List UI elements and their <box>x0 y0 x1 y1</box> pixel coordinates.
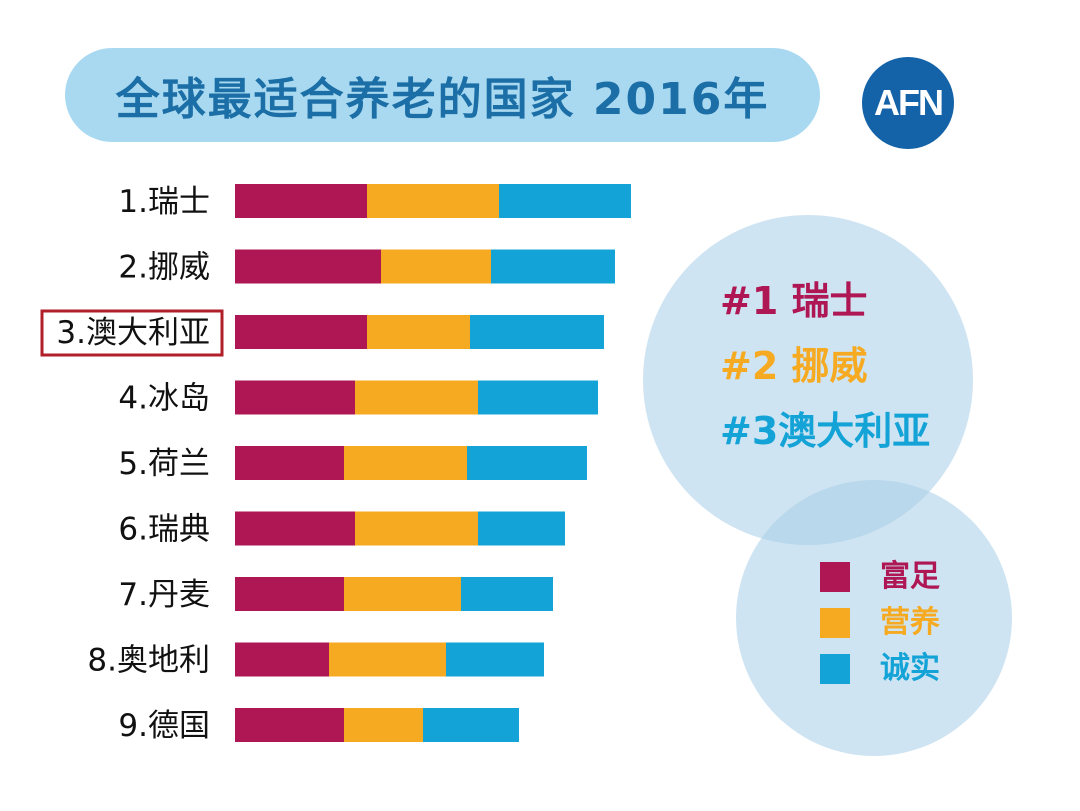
bar-segment-honesty <box>461 577 553 611</box>
legend-item-wealth: 富足 <box>820 562 940 592</box>
bar-segment-nutrition <box>367 315 470 349</box>
highlight-box <box>40 309 224 357</box>
legend-swatch-nutrition <box>820 608 850 638</box>
bar-segment-wealth <box>235 511 355 546</box>
category-label: 1.瑞士 <box>118 184 210 220</box>
category-label: 4.冰岛 <box>118 381 210 417</box>
bar-segment-nutrition <box>344 708 423 742</box>
bar-segment-honesty <box>470 315 604 349</box>
bar-segment-honesty <box>467 446 587 480</box>
bar-segment-honesty <box>478 380 598 415</box>
bar-segment-wealth <box>235 577 344 611</box>
bar-segment-wealth <box>235 249 381 284</box>
bar-segment-nutrition <box>381 249 491 284</box>
bar-segment-honesty <box>423 708 519 742</box>
rank-3-label: #3澳大利亚 <box>720 409 931 453</box>
category-label: 6.瑞典 <box>118 512 210 548</box>
bar-segment-honesty <box>491 249 615 284</box>
afn-logo: AFN <box>862 57 954 149</box>
rank-2-label: #2 挪威 <box>720 344 868 388</box>
category-label: 8.奥地利 <box>87 643 210 679</box>
bar-segment-wealth <box>235 642 329 677</box>
legend-swatch-wealth <box>820 562 850 592</box>
bar-segment-wealth <box>235 380 355 415</box>
bar-segment-wealth <box>235 315 367 349</box>
bar-segment-wealth <box>235 184 367 218</box>
chart-title: 全球最适合养老的国家 2016年 <box>115 74 770 125</box>
bar-segment-honesty <box>499 184 631 218</box>
legend-label-nutrition: 营养 <box>880 605 940 640</box>
bar-segment-nutrition <box>367 184 499 218</box>
bar-segment-nutrition <box>355 511 478 546</box>
bar-segment-nutrition <box>344 446 467 480</box>
category-label: 5.荷兰 <box>118 446 210 482</box>
category-label: 7.丹麦 <box>118 577 210 613</box>
category-label: 3.澳大利亚 <box>56 315 210 351</box>
rank-1-label: #1 瑞士 <box>720 279 868 323</box>
legend-circle <box>736 480 1012 756</box>
bar-segment-honesty <box>478 511 565 546</box>
category-label: 9.德国 <box>118 708 210 744</box>
legend-item-nutrition: 营养 <box>820 608 940 638</box>
bar-segment-wealth <box>235 708 344 742</box>
bar-segment-nutrition <box>344 577 461 611</box>
title-banner: 全球最适合养老的国家 2016年 <box>65 48 820 142</box>
legend-item-honesty: 诚实 <box>820 654 940 684</box>
legend-swatch-honesty <box>820 654 850 684</box>
bar-segment-honesty <box>446 642 544 677</box>
logo-text: AFN <box>874 82 944 123</box>
legend-label-wealth: 富足 <box>880 559 940 594</box>
bar-segment-nutrition <box>329 642 446 677</box>
bar-segment-wealth <box>235 446 344 480</box>
category-label: 2.挪威 <box>118 250 210 286</box>
bar-segment-nutrition <box>355 380 478 415</box>
legend-label-honesty: 诚实 <box>880 651 940 686</box>
